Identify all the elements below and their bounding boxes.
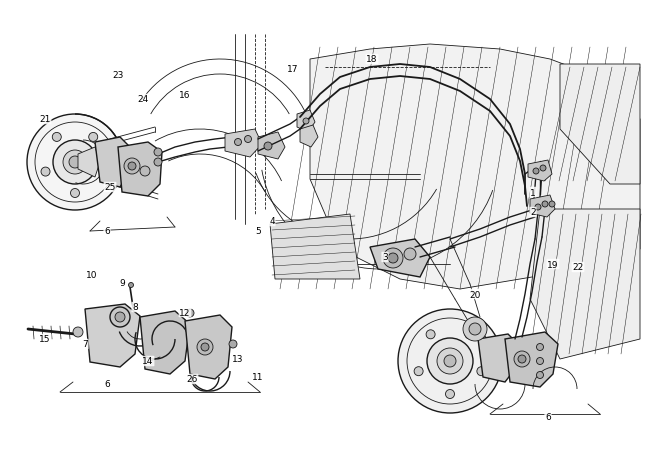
- Text: 8: 8: [132, 303, 138, 312]
- Polygon shape: [85, 304, 140, 367]
- Circle shape: [63, 150, 87, 175]
- Circle shape: [398, 309, 502, 413]
- Text: 24: 24: [137, 95, 149, 104]
- Circle shape: [514, 351, 530, 367]
- Polygon shape: [530, 195, 555, 218]
- Circle shape: [533, 169, 539, 175]
- Text: 4: 4: [269, 217, 275, 226]
- Text: 14: 14: [142, 357, 153, 366]
- Circle shape: [73, 327, 83, 337]
- Circle shape: [244, 136, 252, 143]
- Text: 5: 5: [255, 227, 261, 236]
- Text: 19: 19: [547, 260, 559, 269]
- Text: 9: 9: [119, 278, 125, 287]
- Text: 23: 23: [112, 70, 124, 79]
- Circle shape: [469, 323, 481, 335]
- Text: 3: 3: [382, 253, 388, 262]
- Circle shape: [465, 330, 474, 339]
- Polygon shape: [118, 143, 162, 197]
- Circle shape: [129, 283, 133, 288]
- Text: 25: 25: [104, 183, 116, 192]
- Circle shape: [549, 201, 555, 207]
- Polygon shape: [297, 111, 315, 133]
- Circle shape: [53, 141, 97, 185]
- Polygon shape: [258, 133, 285, 160]
- Circle shape: [536, 372, 543, 379]
- Circle shape: [437, 348, 463, 374]
- Circle shape: [414, 367, 423, 376]
- Text: 11: 11: [252, 373, 264, 382]
- Polygon shape: [560, 65, 640, 185]
- Text: 22: 22: [573, 263, 584, 272]
- Text: 12: 12: [179, 308, 190, 317]
- Circle shape: [52, 133, 61, 142]
- Circle shape: [69, 156, 81, 169]
- Circle shape: [444, 355, 456, 367]
- Polygon shape: [95, 138, 132, 188]
- Circle shape: [27, 115, 123, 211]
- Polygon shape: [140, 311, 190, 374]
- Circle shape: [536, 344, 543, 351]
- Circle shape: [124, 159, 140, 175]
- Circle shape: [186, 309, 194, 317]
- Polygon shape: [370, 239, 430, 277]
- Text: 15: 15: [39, 335, 51, 344]
- Circle shape: [427, 338, 473, 384]
- Text: 26: 26: [187, 375, 198, 384]
- Polygon shape: [185, 315, 232, 379]
- Text: 6: 6: [104, 380, 110, 388]
- Polygon shape: [300, 126, 318, 148]
- Text: 18: 18: [366, 56, 378, 64]
- Text: 17: 17: [287, 65, 299, 75]
- Circle shape: [140, 167, 150, 176]
- Text: 20: 20: [469, 290, 481, 299]
- Circle shape: [88, 133, 98, 142]
- Circle shape: [128, 163, 136, 171]
- Circle shape: [303, 119, 309, 125]
- Circle shape: [115, 313, 125, 322]
- Circle shape: [445, 390, 454, 399]
- Text: 6: 6: [104, 227, 110, 236]
- Circle shape: [197, 339, 213, 355]
- Circle shape: [426, 330, 435, 339]
- Polygon shape: [528, 161, 552, 181]
- Polygon shape: [225, 130, 262, 158]
- Circle shape: [540, 166, 546, 172]
- Text: 10: 10: [86, 270, 98, 279]
- Circle shape: [518, 355, 526, 363]
- Text: 13: 13: [232, 355, 244, 364]
- Circle shape: [154, 159, 162, 167]
- Polygon shape: [478, 334, 520, 382]
- Circle shape: [542, 201, 548, 207]
- Polygon shape: [530, 210, 640, 359]
- Circle shape: [264, 143, 272, 150]
- Circle shape: [100, 168, 109, 177]
- Circle shape: [404, 249, 416, 260]
- Circle shape: [383, 249, 403, 269]
- Circle shape: [235, 139, 242, 146]
- Polygon shape: [78, 148, 100, 178]
- Circle shape: [535, 205, 541, 211]
- Text: 6: 6: [545, 413, 551, 422]
- Polygon shape: [270, 214, 360, 279]
- Text: 2: 2: [530, 208, 536, 217]
- Polygon shape: [310, 45, 640, 289]
- Text: 7: 7: [82, 340, 88, 349]
- Circle shape: [154, 149, 162, 156]
- Circle shape: [110, 307, 130, 327]
- Circle shape: [388, 253, 398, 263]
- Circle shape: [477, 367, 486, 376]
- Circle shape: [41, 168, 50, 177]
- Text: 21: 21: [39, 115, 51, 124]
- Circle shape: [463, 317, 487, 341]
- Circle shape: [536, 358, 543, 365]
- Circle shape: [70, 189, 79, 198]
- Circle shape: [229, 340, 237, 348]
- Circle shape: [201, 343, 209, 351]
- Polygon shape: [505, 332, 558, 387]
- Text: 1: 1: [530, 188, 536, 197]
- Text: 16: 16: [179, 90, 190, 99]
